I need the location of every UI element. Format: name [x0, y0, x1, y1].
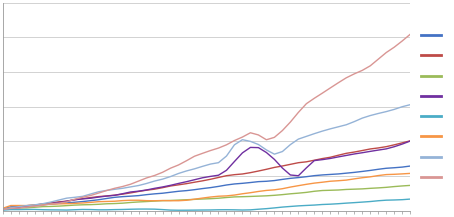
Legend: , , , , , , , : , , , , , , , [421, 29, 452, 185]
